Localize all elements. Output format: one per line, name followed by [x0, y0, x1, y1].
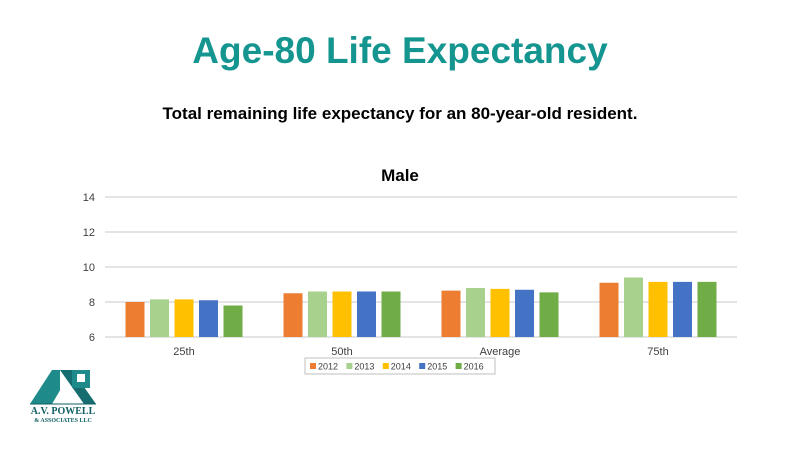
- y-tick-label: 6: [89, 332, 95, 344]
- legend-box: [304, 357, 496, 375]
- bar: [174, 299, 194, 337]
- bar: [697, 281, 717, 337]
- logo-text: A.V. POWELL: [30, 406, 96, 417]
- bar: [441, 290, 461, 337]
- bar: [515, 289, 534, 337]
- x-tick-label: 50th: [331, 346, 352, 358]
- page-title: Age-80 Life Expectancy: [192, 30, 608, 71]
- legend-label: 2015: [427, 362, 447, 372]
- bar: [199, 300, 218, 337]
- page-subtitle: Total remaining life expectancy for an 8…: [162, 104, 638, 123]
- bar: [673, 281, 692, 337]
- bar: [357, 291, 376, 337]
- bar: [490, 288, 510, 337]
- legend-label: 2016: [464, 362, 484, 372]
- company-logo: [30, 370, 96, 405]
- legend-label: 2012: [318, 362, 338, 372]
- x-tick-label: 75th: [647, 346, 668, 358]
- y-tick-label: 8: [89, 297, 95, 309]
- bar: [539, 292, 559, 337]
- bar: [125, 302, 145, 337]
- bar: [466, 288, 485, 337]
- x-tick-label: 25th: [173, 346, 194, 358]
- legend-swatch: [419, 363, 426, 369]
- legend-swatch: [310, 363, 316, 369]
- y-tick-label: 10: [83, 262, 95, 274]
- logo-subtext: & ASSOCIATES LLC: [34, 418, 92, 424]
- bar: [150, 299, 169, 337]
- legend-swatch: [455, 363, 462, 369]
- y-tick-label: 14: [83, 192, 95, 204]
- legend-label: 2013: [354, 362, 374, 372]
- bar: [624, 277, 643, 337]
- bar: [381, 291, 401, 337]
- y-tick-label: 12: [83, 227, 95, 239]
- legend-label: 2014: [391, 362, 411, 372]
- bar: [648, 281, 668, 337]
- x-tick-label: Average: [480, 346, 521, 358]
- chart-title: Male: [381, 166, 419, 185]
- bar: [332, 291, 352, 337]
- legend-swatch: [346, 363, 353, 369]
- legend-swatch: [382, 363, 389, 369]
- bar: [599, 282, 619, 337]
- bar: [283, 293, 303, 337]
- bar: [223, 305, 243, 337]
- bar: [308, 291, 327, 337]
